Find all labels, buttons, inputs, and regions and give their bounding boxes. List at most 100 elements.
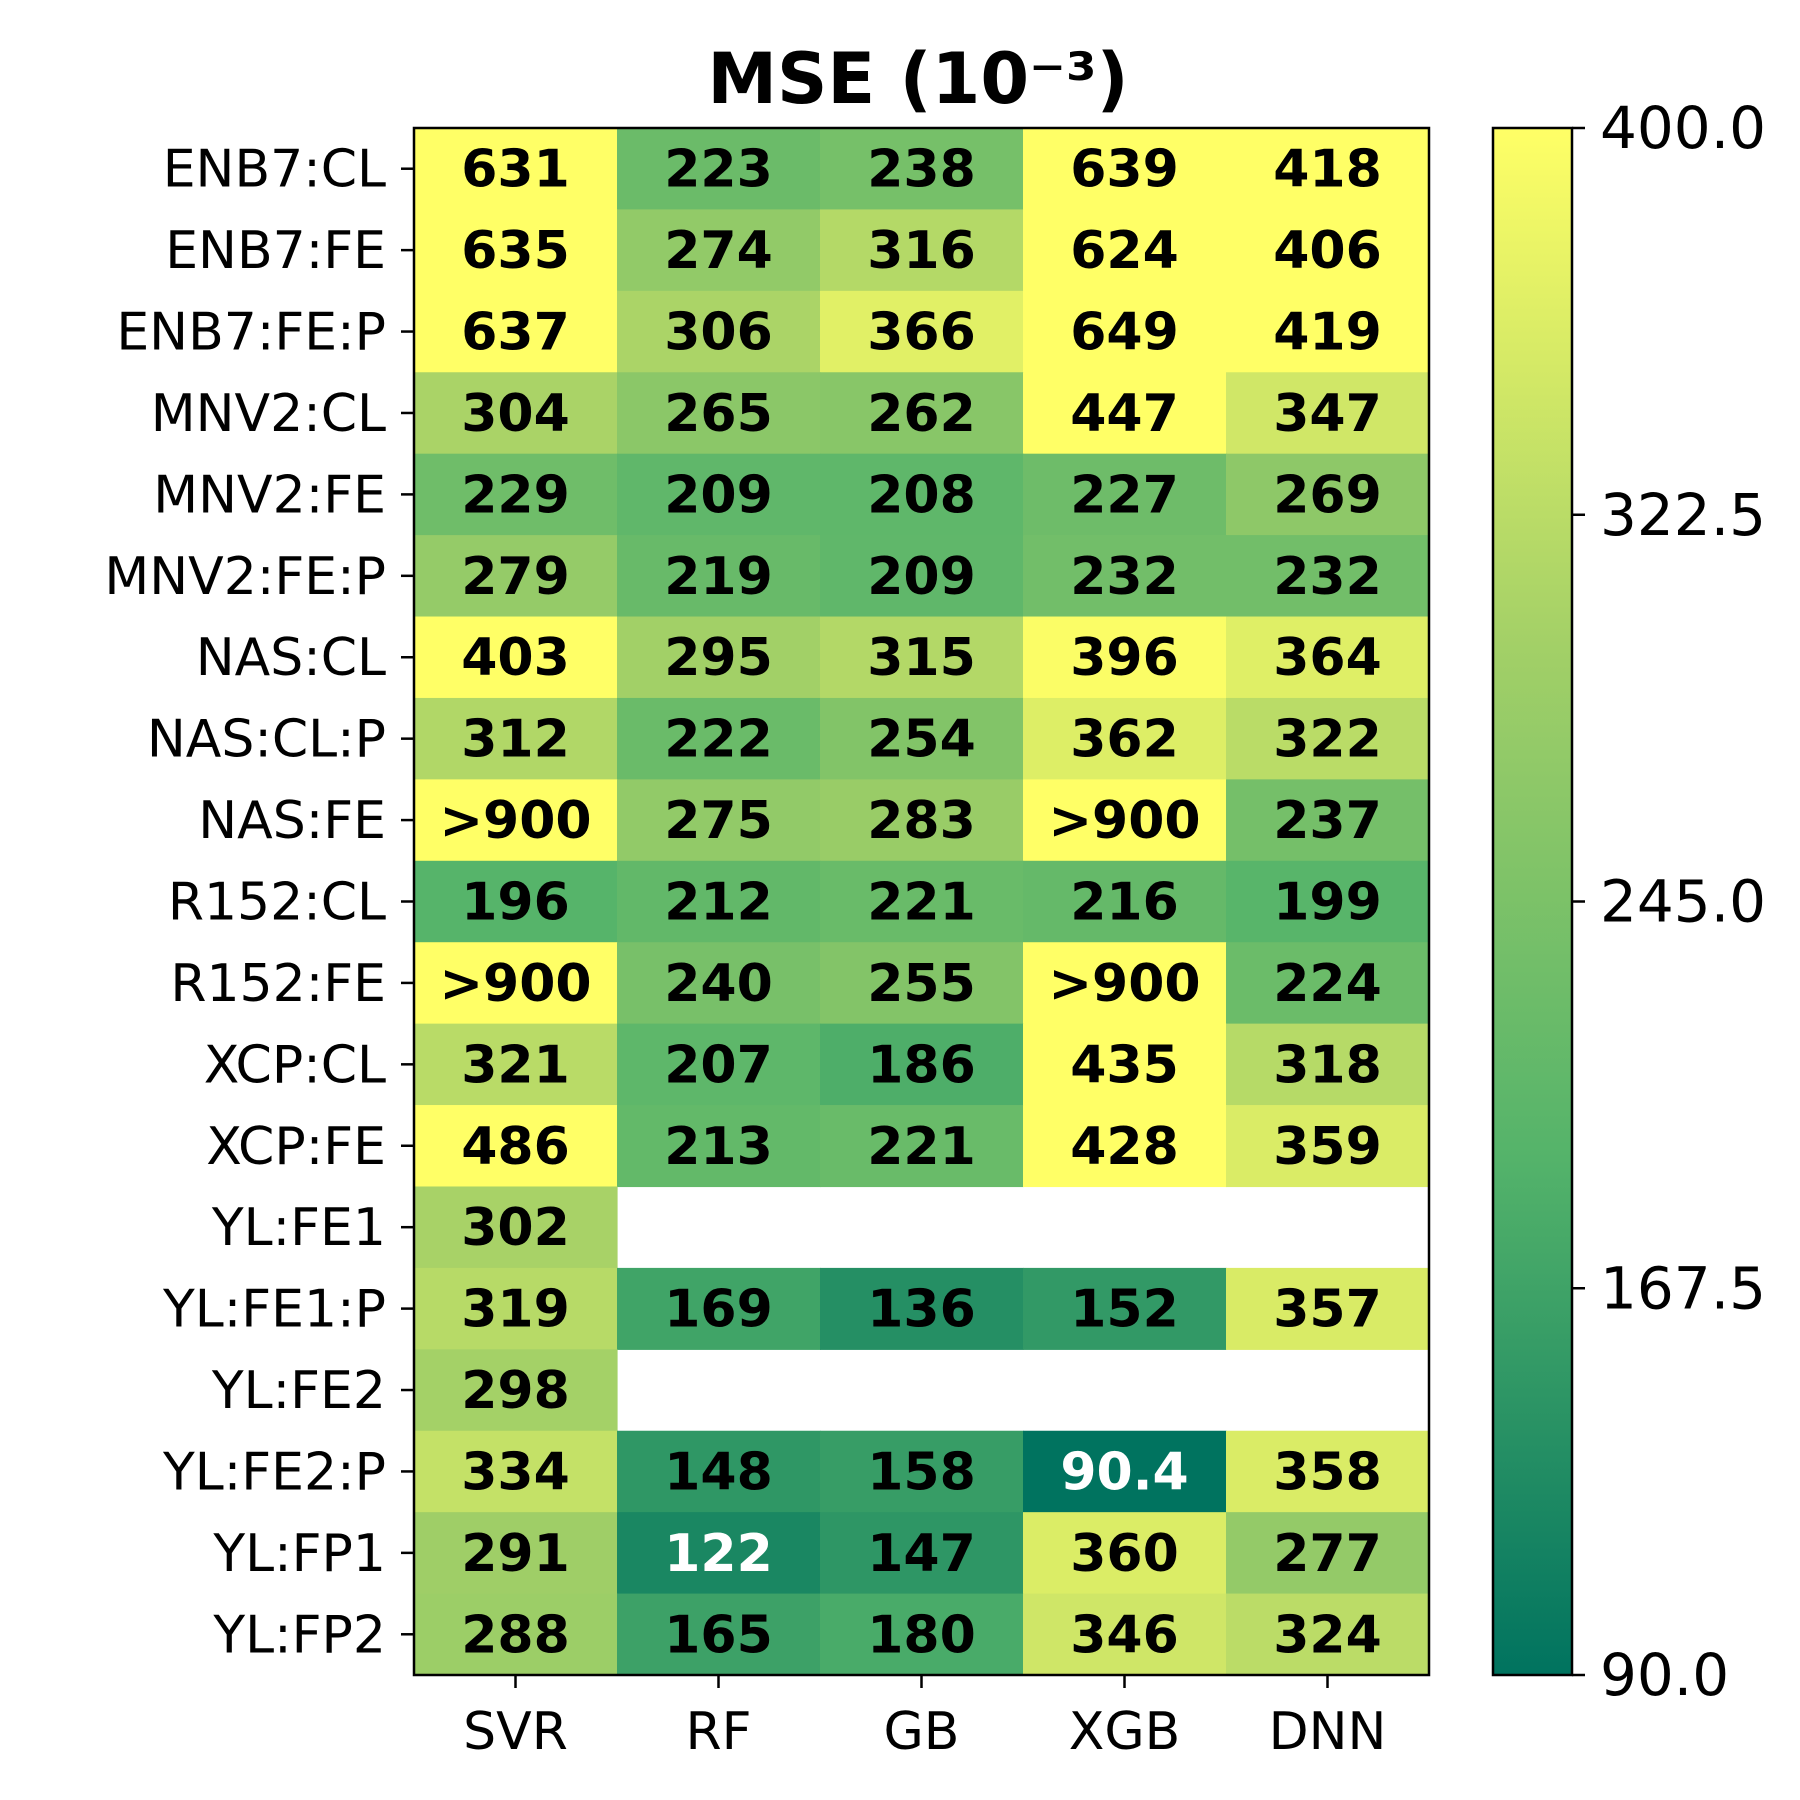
cell-enb7-fe-p-rf: [617, 290, 821, 373]
colorbar-tick-label: 245.0: [1600, 868, 1766, 936]
cell-value-label: 229: [461, 465, 570, 525]
cell-yl-fe2-p-gb: [820, 1430, 1024, 1513]
cell-mnv2-cl-dnn: [1226, 372, 1430, 455]
x-tick-label: GB: [884, 1702, 960, 1762]
cell-value-label: 435: [1070, 1035, 1179, 1095]
colorbar-axis: 90.0 167.5 245.0 322.5 400.0: [1572, 94, 1766, 1709]
colorbar-tick-label: 167.5: [1600, 1254, 1766, 1322]
cell-value-label: 122: [664, 1524, 773, 1584]
cell-value-label: >900: [1048, 791, 1200, 851]
cell-r152-cl-svr: [414, 860, 618, 943]
cell-value-label: >900: [1048, 954, 1200, 1014]
cell-yl-fe1-p-xgb: [1023, 1267, 1227, 1350]
cell-value-label: 304: [461, 384, 570, 444]
cell-value-label: 324: [1273, 1605, 1382, 1665]
cell-value-label: 221: [867, 873, 976, 933]
cell-enb7-cl-xgb: [1023, 128, 1227, 211]
cell-xcp-cl-svr: [414, 1023, 618, 1106]
cell-nas-cl-p-xgb: [1023, 697, 1227, 780]
cell-yl-fe2-svr: [414, 1349, 618, 1432]
cell-nas-cl-rf: [617, 616, 821, 699]
cell-yl-fe1-p-rf: [617, 1267, 821, 1350]
cell-value-label: 232: [1273, 547, 1382, 607]
cell-r152-cl-xgb: [1023, 860, 1227, 943]
cell-value-label: 319: [461, 1280, 570, 1340]
cell-xcp-fe-dnn: [1226, 1105, 1430, 1188]
cell-mnv2-fe-p-xgb: [1023, 535, 1227, 618]
cell-value-label: 418: [1273, 140, 1382, 200]
cell-value-label: 359: [1273, 1117, 1382, 1177]
cell-yl-fe1-p-dnn: [1226, 1267, 1430, 1350]
cell-value-labels: 631 223 238 639 418 635 274 316 624 406 637 306 366 6…: [439, 140, 1381, 1666]
x-axis: SVR RF GB XGB DNN: [463, 1675, 1386, 1762]
cell-value-label: 322: [1273, 710, 1382, 770]
cell-value-label: 312: [461, 710, 570, 770]
cell-value-label: 209: [664, 465, 773, 525]
cell-yl-fe1-p-gb: [820, 1267, 1024, 1350]
cell-enb7-fe-p-svr: [414, 290, 618, 373]
y-tick-label: XCP:CL: [204, 1035, 386, 1095]
cell-nas-cl-dnn: [1226, 616, 1430, 699]
cell-value-label: 635: [461, 221, 570, 281]
cell-enb7-fe-p-dnn: [1226, 290, 1430, 373]
cell-yl-fp1-xgb: [1023, 1512, 1227, 1595]
cell-value-label: 366: [867, 303, 976, 363]
cell-yl-fp2-svr: [414, 1593, 618, 1676]
y-tick-label: YL:FE2:P: [162, 1442, 386, 1502]
y-tick-label: ENB7:CL: [163, 140, 386, 200]
cell-value-label: 196: [461, 873, 570, 933]
y-tick-label: XCP:FE: [206, 1117, 386, 1177]
cell-yl-fp1-rf: [617, 1512, 821, 1595]
cell-enb7-cl-gb: [820, 128, 1024, 211]
y-tick-label: R152:FE: [170, 954, 386, 1014]
cell-value-label: 213: [664, 1117, 773, 1177]
cell-value-label: 262: [867, 384, 976, 444]
cell-value-label: >900: [439, 954, 591, 1014]
cell-enb7-cl-rf: [617, 128, 821, 211]
cell-value-label: 277: [1273, 1524, 1382, 1584]
cell-yl-fp1-gb: [820, 1512, 1024, 1595]
cell-value-label: 224: [1273, 954, 1382, 1014]
cell-value-label: 207: [664, 1035, 773, 1095]
cell-enb7-fe-svr: [414, 209, 618, 292]
y-tick-label: MNV2:CL: [151, 384, 386, 444]
cell-yl-fe2-p-rf: [617, 1430, 821, 1513]
cell-yl-fp2-rf: [617, 1593, 821, 1676]
cell-nas-fe-svr: [414, 779, 618, 862]
cell-nas-fe-xgb: [1023, 779, 1227, 862]
cell-value-label: 254: [867, 710, 976, 770]
cell-value-label: 346: [1070, 1605, 1179, 1665]
cell-r152-fe-xgb: [1023, 942, 1227, 1025]
chart-title: MSE (10⁻³): [707, 38, 1128, 120]
cell-value-label: 283: [867, 791, 976, 851]
cell-value-label: 637: [461, 303, 570, 363]
cell-value-label: 222: [664, 710, 773, 770]
cell-value-label: 315: [867, 628, 976, 688]
colorbar-tick-label: 90.0: [1600, 1641, 1729, 1709]
cell-xcp-cl-gb: [820, 1023, 1024, 1106]
cell-enb7-fe-gb: [820, 209, 1024, 292]
cell-value-label: 209: [867, 547, 976, 607]
cell-value-label: 158: [867, 1442, 976, 1502]
cell-xcp-fe-svr: [414, 1105, 618, 1188]
cell-mnv2-fe-dnn: [1226, 453, 1430, 536]
cell-mnv2-cl-xgb: [1023, 372, 1227, 455]
cell-value-label: 227: [1070, 465, 1179, 525]
cell-nas-fe-dnn: [1226, 779, 1430, 862]
y-axis: ENB7:CL ENB7:FE ENB7:FE:P MNV2:CL MNV2:FE MNV…: [104, 140, 414, 1665]
cell-r152-fe-dnn: [1226, 942, 1430, 1025]
cell-value-label: 347: [1273, 384, 1382, 444]
cell-value-label: 302: [461, 1198, 570, 1258]
cell-value-label: 208: [867, 465, 976, 525]
cell-value-label: 212: [664, 873, 773, 933]
cell-value-label: 148: [664, 1442, 773, 1502]
cell-yl-fp1-dnn: [1226, 1512, 1430, 1595]
cell-value-label: 358: [1273, 1442, 1382, 1502]
cell-value-label: 428: [1070, 1117, 1179, 1177]
y-tick-label: MNV2:FE:P: [104, 547, 386, 607]
cell-value-label: 265: [664, 384, 773, 444]
cell-value-label: 255: [867, 954, 976, 1014]
cell-nas-cl-p-gb: [820, 697, 1024, 780]
colorbar-tick-label: 322.5: [1600, 481, 1766, 549]
